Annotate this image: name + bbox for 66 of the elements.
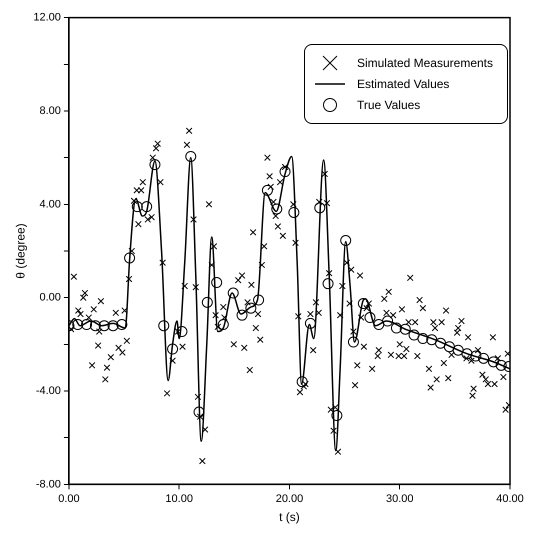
- y-tick-label: 0.00: [40, 292, 61, 304]
- point: [496, 360, 507, 371]
- point: [141, 201, 152, 212]
- point: [176, 326, 188, 338]
- point: [452, 344, 464, 356]
- point: [331, 410, 342, 422]
- point: [253, 294, 264, 306]
- point: [400, 324, 411, 335]
- y-tick-label: 8.00: [40, 104, 61, 117]
- point: [478, 352, 490, 364]
- point: [72, 319, 84, 330]
- point: [211, 277, 222, 288]
- point: [340, 234, 352, 246]
- point: [218, 319, 229, 330]
- point: [228, 288, 239, 299]
- y-tick-label: 12.00: [33, 12, 61, 24]
- point: [435, 338, 446, 349]
- point: [288, 206, 300, 218]
- y-tick-label: 4.00: [40, 198, 61, 210]
- y-tick-label: -4.00: [36, 385, 61, 398]
- point: [348, 336, 359, 348]
- x-tick-label: 20.00: [276, 493, 304, 506]
- point: [382, 316, 394, 327]
- legend-label: True Values: [356, 98, 420, 112]
- point: [149, 159, 160, 170]
- point: [90, 320, 101, 332]
- point: [390, 322, 402, 334]
- point: [124, 252, 136, 264]
- point: [364, 312, 376, 324]
- point: [488, 356, 499, 368]
- x-tick-label: 40.00: [496, 493, 524, 506]
- point: [444, 341, 455, 352]
- point: [417, 333, 428, 344]
- point: [108, 320, 119, 332]
- point: [470, 350, 482, 362]
- point: [271, 203, 282, 214]
- point: [98, 320, 110, 332]
- legend-label: Simulated Measurements: [356, 56, 493, 70]
- point: [158, 320, 170, 332]
- point: [322, 278, 334, 290]
- x-tick-label: 10.00: [165, 493, 193, 506]
- point: [280, 166, 291, 178]
- point: [314, 202, 326, 214]
- point: [81, 319, 92, 330]
- point: [461, 348, 472, 360]
- point: [202, 296, 213, 308]
- point: [245, 302, 256, 314]
- point: [296, 376, 308, 388]
- point: [373, 319, 384, 330]
- point: [358, 298, 369, 310]
- y-tick-label: -8.00: [36, 478, 61, 490]
- x-tick-label: 0.00: [58, 493, 80, 506]
- point: [236, 310, 248, 321]
- point: [426, 334, 438, 346]
- x-tick-label: 30.00: [386, 493, 414, 506]
- point: [194, 406, 205, 418]
- point: [185, 150, 196, 162]
- point: [304, 318, 316, 329]
- point: [262, 184, 273, 196]
- y-axis-title: θ (degree): [14, 223, 28, 279]
- point: [167, 344, 178, 355]
- legend-label: Estimated Values: [356, 77, 450, 91]
- x-axis-title: t (s): [279, 510, 300, 524]
- point: [408, 330, 420, 341]
- point: [116, 319, 128, 330]
- point: [132, 201, 143, 212]
